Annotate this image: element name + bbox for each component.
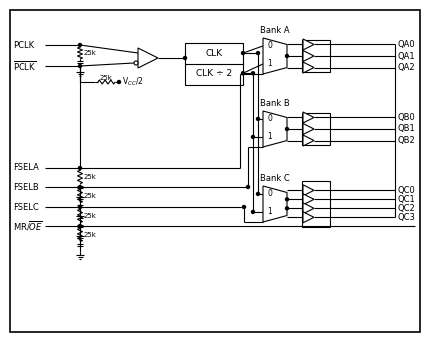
Text: QC0: QC0 — [397, 186, 415, 195]
Text: 25k: 25k — [84, 213, 97, 219]
Polygon shape — [303, 123, 314, 135]
Text: 1: 1 — [267, 132, 272, 141]
Polygon shape — [303, 39, 314, 50]
Bar — [302, 181, 330, 227]
Text: QC2: QC2 — [397, 204, 415, 213]
Polygon shape — [303, 51, 314, 62]
Circle shape — [79, 224, 82, 227]
Polygon shape — [303, 194, 314, 205]
Circle shape — [286, 198, 289, 201]
Text: V$_{CC}$/2: V$_{CC}$/2 — [122, 76, 143, 88]
Circle shape — [241, 72, 245, 75]
Text: QC3: QC3 — [397, 213, 415, 222]
Text: 25k: 25k — [84, 174, 97, 180]
Text: CLK: CLK — [206, 49, 222, 57]
Polygon shape — [303, 212, 314, 223]
Circle shape — [286, 207, 289, 210]
Text: QB0: QB0 — [397, 113, 415, 122]
Circle shape — [286, 54, 289, 57]
Circle shape — [79, 167, 82, 170]
Text: 0: 0 — [267, 41, 272, 50]
Polygon shape — [303, 203, 314, 214]
Text: FSELA: FSELA — [13, 164, 39, 172]
Circle shape — [134, 61, 138, 65]
Circle shape — [251, 72, 254, 75]
Polygon shape — [303, 112, 314, 123]
Circle shape — [79, 65, 82, 68]
Circle shape — [79, 186, 82, 188]
Text: 25k: 25k — [84, 193, 97, 199]
Polygon shape — [263, 111, 287, 147]
Circle shape — [242, 205, 245, 208]
Circle shape — [286, 128, 289, 131]
Circle shape — [241, 52, 245, 55]
Text: 0: 0 — [267, 189, 272, 199]
Polygon shape — [303, 135, 314, 146]
Text: CLK ÷ 2: CLK ÷ 2 — [196, 69, 232, 78]
Polygon shape — [303, 185, 314, 196]
Circle shape — [251, 135, 254, 138]
Polygon shape — [263, 38, 287, 74]
Circle shape — [79, 44, 82, 47]
Bar — [185, 43, 243, 85]
Text: QC1: QC1 — [397, 195, 415, 204]
Text: 0: 0 — [267, 115, 272, 123]
Text: QA0: QA0 — [397, 40, 415, 49]
Polygon shape — [303, 62, 314, 73]
Circle shape — [251, 210, 254, 214]
Text: FSELC: FSELC — [13, 203, 39, 211]
Text: Bank A: Bank A — [260, 26, 290, 35]
Text: 1: 1 — [267, 59, 272, 68]
Circle shape — [184, 56, 187, 60]
Text: $\overline{\rm PCLK}$: $\overline{\rm PCLK}$ — [13, 59, 36, 73]
Circle shape — [257, 117, 260, 120]
Text: QA1: QA1 — [397, 51, 415, 61]
Text: 25k: 25k — [84, 232, 97, 238]
Text: PCLK: PCLK — [13, 40, 34, 50]
Text: 1: 1 — [267, 207, 272, 217]
Circle shape — [247, 186, 250, 188]
Circle shape — [257, 192, 260, 195]
Text: QB1: QB1 — [397, 124, 415, 134]
Text: Bank C: Bank C — [260, 174, 290, 183]
Circle shape — [79, 205, 82, 208]
Polygon shape — [138, 48, 158, 68]
Text: QA2: QA2 — [397, 63, 415, 72]
Bar — [302, 113, 330, 145]
Text: 25k: 25k — [100, 75, 113, 81]
Text: Bank B: Bank B — [260, 99, 290, 108]
Circle shape — [118, 81, 121, 84]
Text: 25k: 25k — [84, 50, 97, 56]
Text: FSELB: FSELB — [13, 183, 39, 191]
Circle shape — [257, 52, 260, 55]
Text: MR/$\overline{OE}$: MR/$\overline{OE}$ — [13, 219, 43, 233]
Text: QB2: QB2 — [397, 136, 415, 145]
Bar — [302, 40, 330, 72]
Polygon shape — [263, 186, 287, 222]
